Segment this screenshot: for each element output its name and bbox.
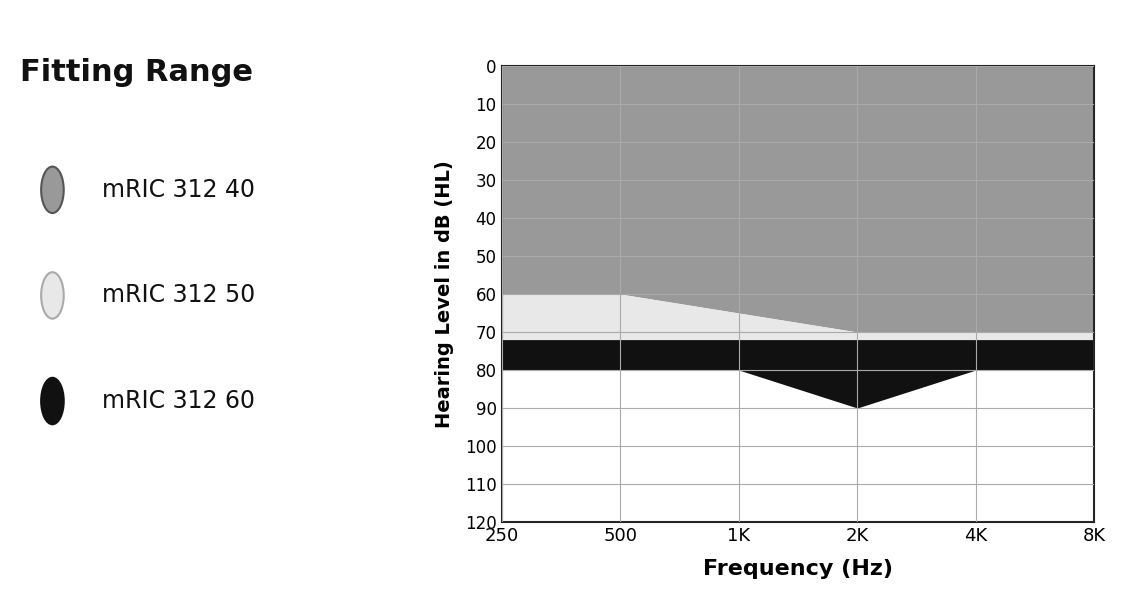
Text: mRIC 312 60: mRIC 312 60	[101, 389, 254, 413]
X-axis label: Frequency (Hz): Frequency (Hz)	[703, 559, 893, 579]
Y-axis label: Hearing Level in dB (HL): Hearing Level in dB (HL)	[434, 160, 454, 428]
Ellipse shape	[41, 378, 64, 424]
Ellipse shape	[41, 272, 64, 319]
Text: mRIC 312 40: mRIC 312 40	[101, 178, 254, 202]
Ellipse shape	[41, 167, 64, 213]
Text: mRIC 312 50: mRIC 312 50	[101, 283, 255, 307]
Text: Fitting Range: Fitting Range	[19, 58, 253, 87]
